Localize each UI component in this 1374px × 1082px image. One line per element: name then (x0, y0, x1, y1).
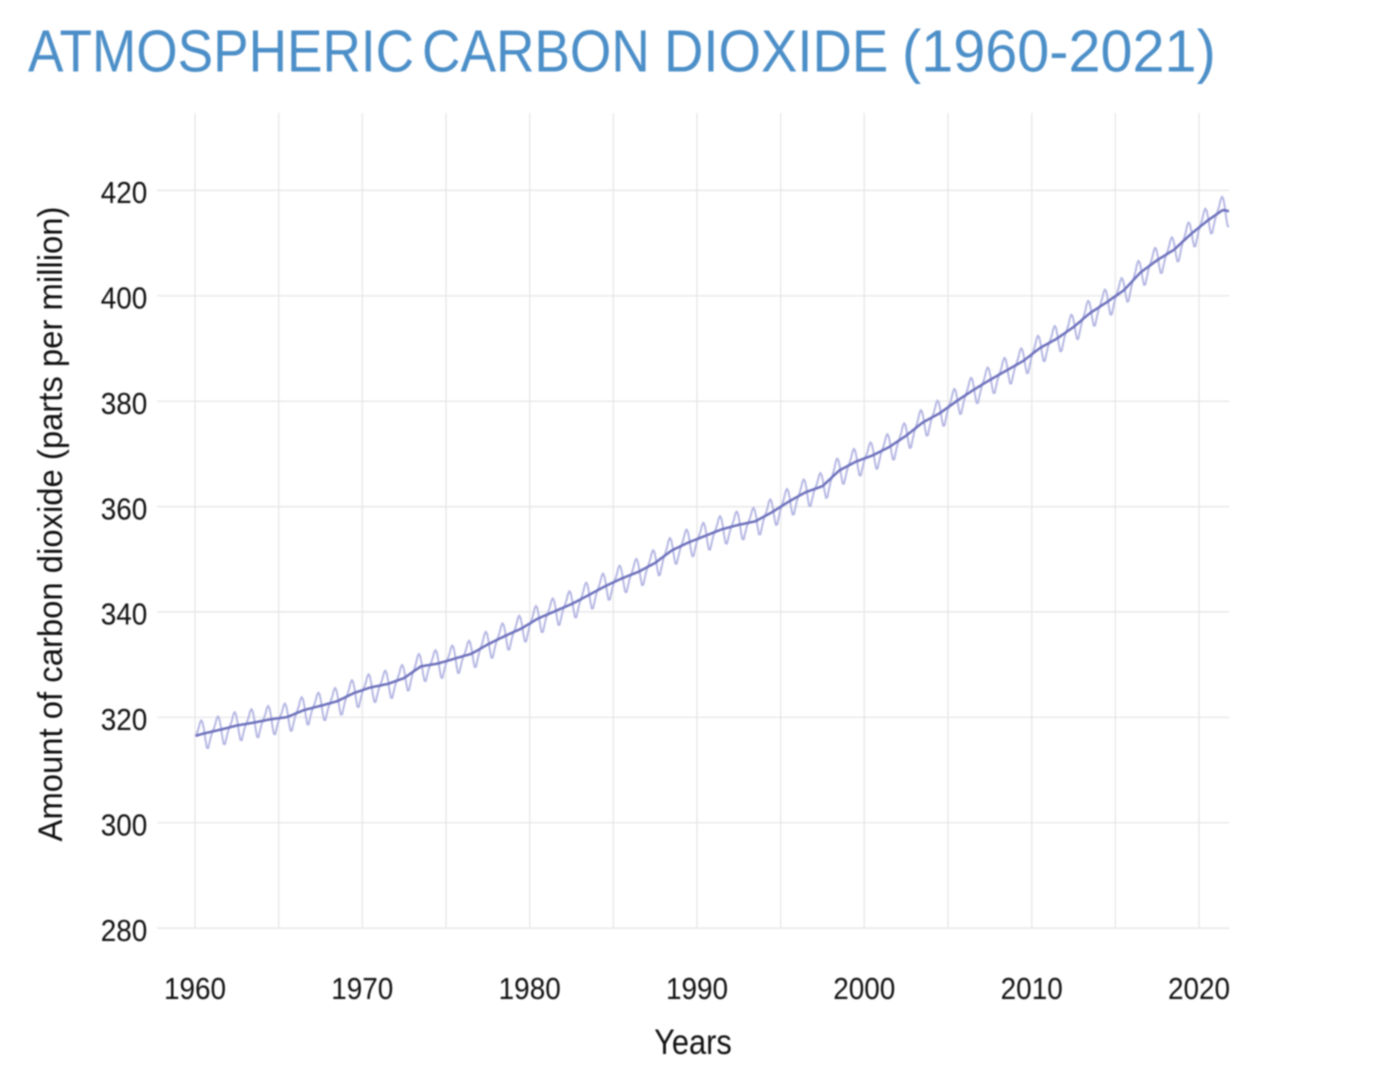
svg-text:ATMOSPHERIC: ATMOSPHERIC (28, 18, 414, 84)
svg-text:400: 400 (101, 281, 148, 316)
svg-text:CARBON: CARBON (422, 18, 650, 84)
svg-text:300: 300 (101, 808, 148, 843)
svg-text:1980: 1980 (499, 972, 561, 1007)
svg-text:(1960-2021): (1960-2021) (902, 19, 1216, 85)
svg-text:2010: 2010 (1001, 972, 1063, 1007)
svg-text:Years: Years (654, 1022, 732, 1061)
svg-text:280: 280 (101, 914, 148, 949)
svg-text:2000: 2000 (833, 972, 895, 1007)
svg-text:Amount of carbon dioxide (part: Amount of carbon dioxide (parts per mill… (33, 207, 71, 842)
svg-text:1960: 1960 (164, 972, 226, 1007)
svg-text:380: 380 (101, 387, 148, 422)
svg-text:340: 340 (101, 597, 148, 632)
svg-text:DIOXIDE: DIOXIDE (664, 18, 888, 85)
svg-text:2020: 2020 (1168, 972, 1230, 1007)
svg-text:1970: 1970 (331, 972, 393, 1007)
svg-text:1990: 1990 (666, 972, 728, 1007)
svg-text:360: 360 (101, 492, 148, 527)
svg-text:420: 420 (101, 176, 148, 211)
svg-text:320: 320 (101, 703, 148, 738)
